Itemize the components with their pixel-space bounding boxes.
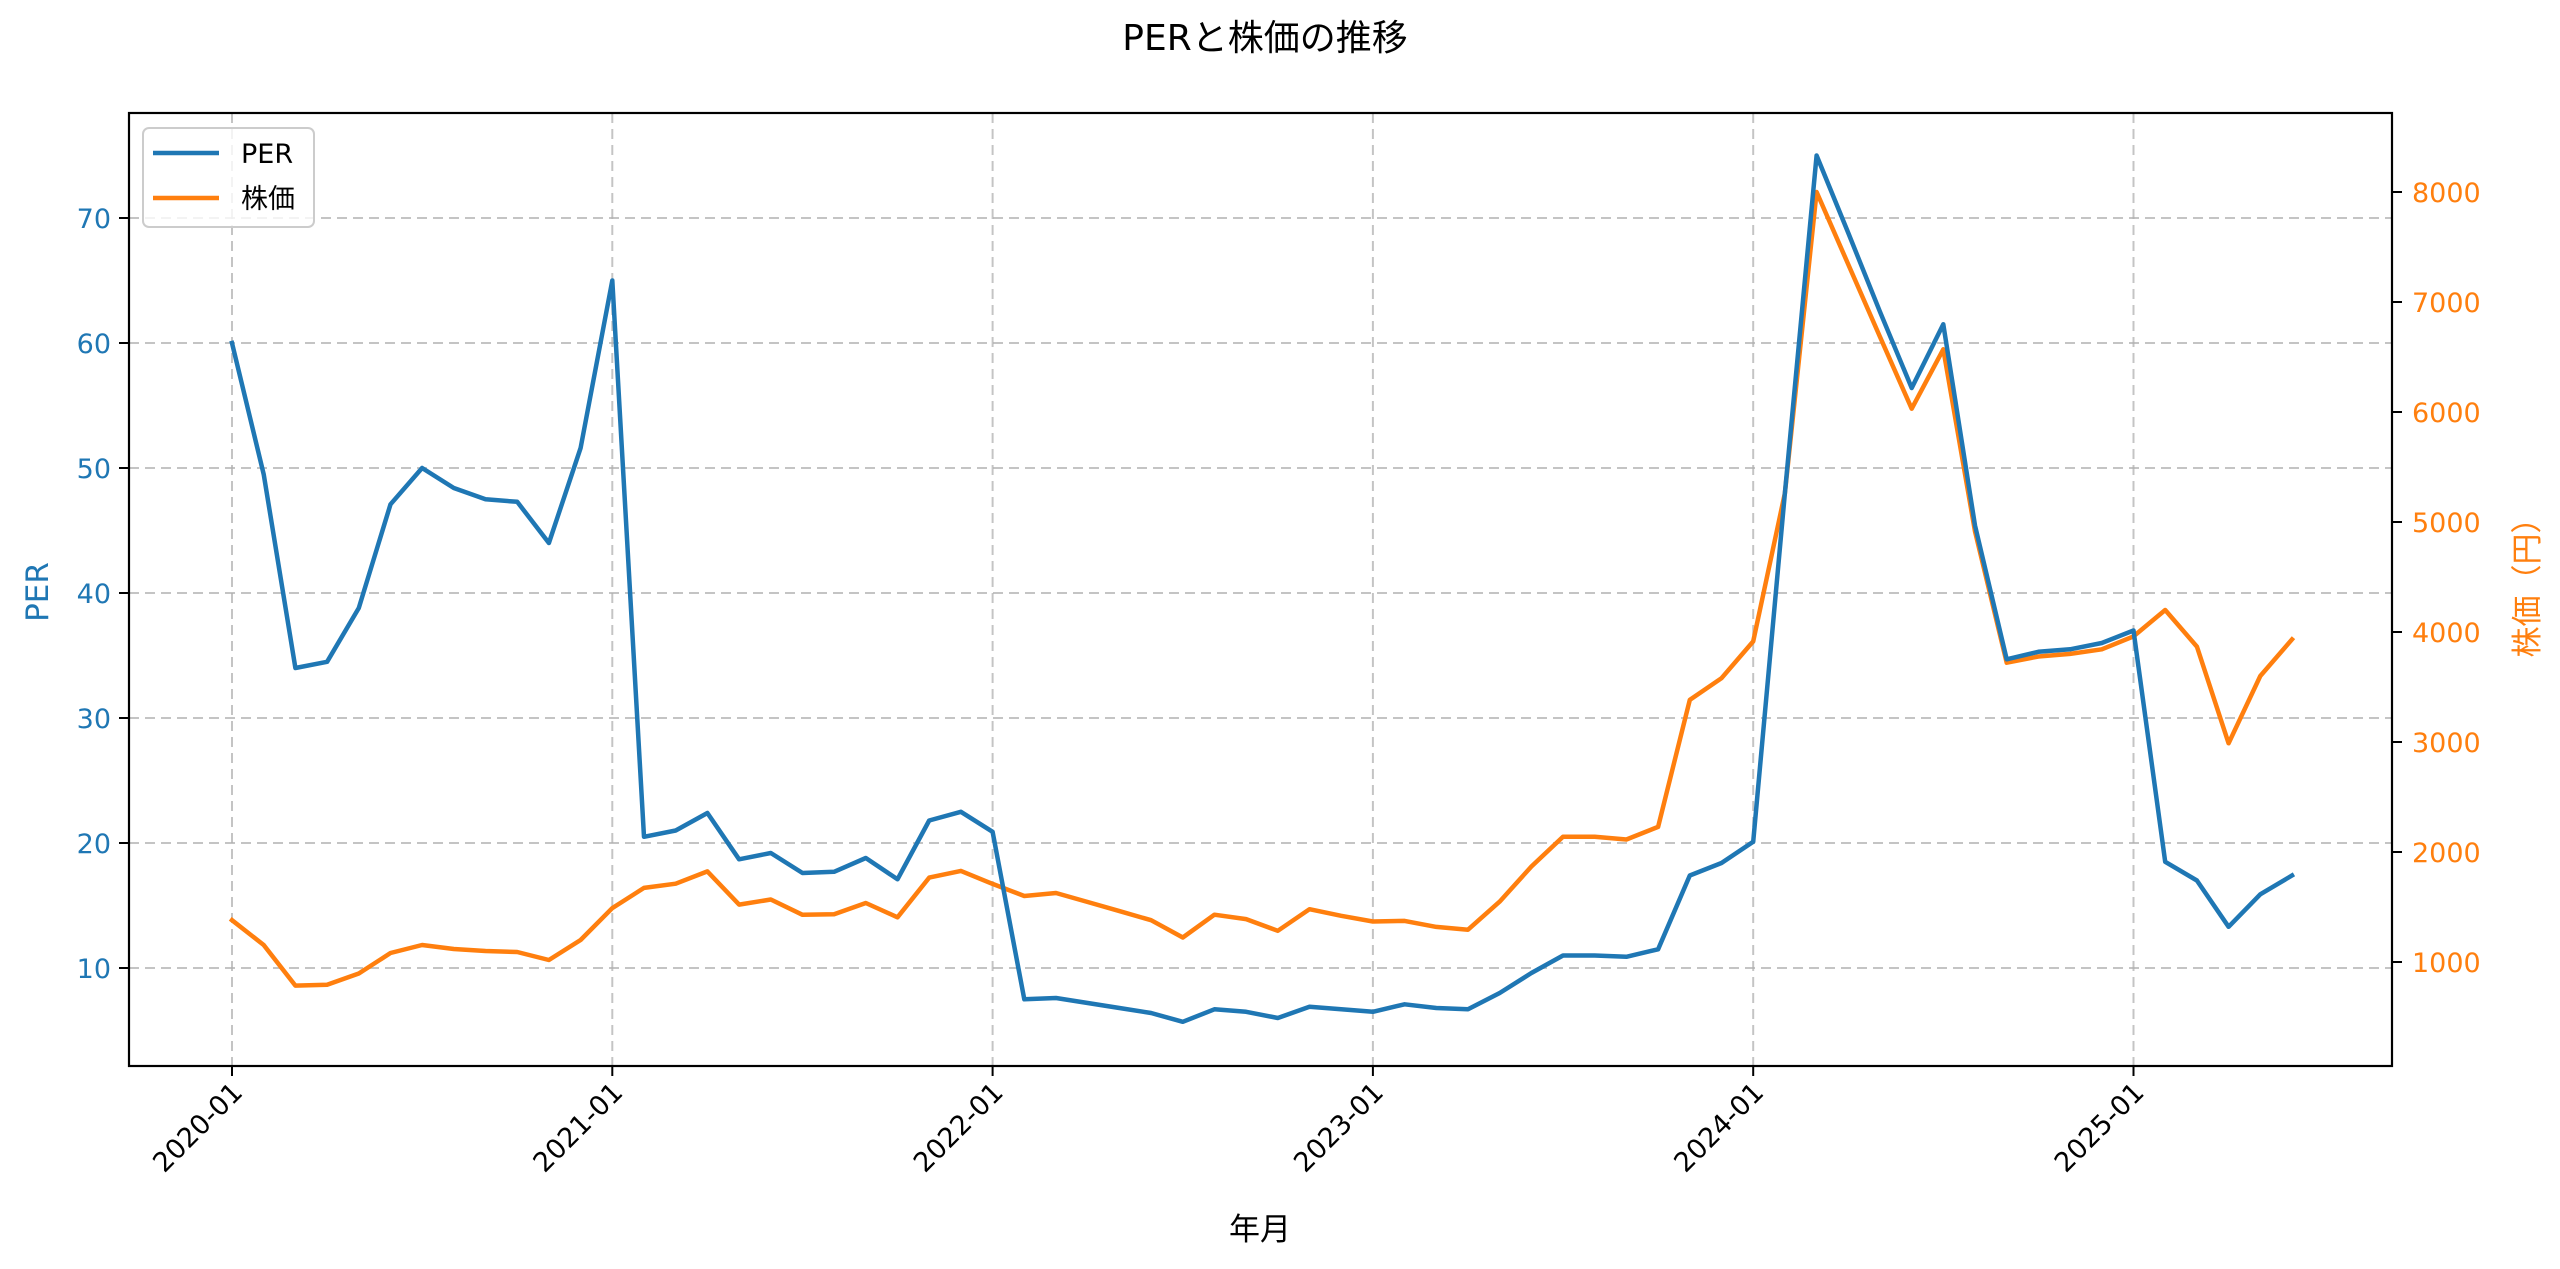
per-line [229, 153, 2296, 1025]
y-tick-label-right: 2000 [2412, 838, 2481, 869]
plot-area [228, 153, 2296, 1025]
y-axis-label-left: PER [20, 562, 56, 622]
y-tick-label-left: 30 [77, 704, 111, 735]
y-tick-label-left: 50 [77, 454, 111, 485]
x-axis-label: 年月 [1229, 1212, 1291, 1248]
y-tick-label-right: 3000 [2412, 728, 2481, 759]
x-tick-label: 2021-01 [528, 1077, 630, 1179]
x-tick-label: 2025-01 [2049, 1077, 2151, 1179]
x-axis: 2020-01 2021-01 2022-01 2023-01 2024-01 2025-… [147, 1066, 2150, 1179]
x-tick-label: 2024-01 [1668, 1077, 1770, 1179]
x-tick-label: 2020-01 [147, 1077, 249, 1179]
right-y-axis: 1000 2000 3000 4000 5000 6000 7000 8000 [2392, 178, 2481, 979]
legend-label-per: PER [241, 139, 293, 170]
y-tick-label-right: 1000 [2412, 948, 2481, 979]
y-tick-label-right: 8000 [2412, 178, 2481, 209]
x-tick-label: 2022-01 [908, 1077, 1010, 1179]
y-tick-label-left: 40 [77, 579, 111, 610]
y-tick-label-right: 4000 [2412, 618, 2481, 649]
x-tick-label: 2023-01 [1288, 1077, 1390, 1179]
y-tick-label-left: 60 [77, 329, 111, 360]
y-tick-label-right: 6000 [2412, 398, 2481, 429]
price-line [228, 189, 2296, 988]
legend-label-price: 株価 [241, 184, 295, 215]
y-tick-label-right: 7000 [2412, 288, 2481, 319]
y-tick-label-left: 70 [77, 204, 111, 235]
chart-title: PERと株価の推移 [1122, 18, 1407, 59]
y-tick-label-left: 10 [77, 954, 111, 985]
axes-frame [127, 111, 2394, 1068]
y-tick-label-left: 20 [77, 829, 111, 860]
left-y-axis: 10 20 30 40 50 60 70 [77, 204, 129, 985]
y-tick-label-right: 5000 [2412, 508, 2481, 539]
legend: PER 株価 [142, 127, 315, 228]
y-axis-label-right: 株価（円） [2510, 503, 2546, 658]
gridlines [129, 113, 2392, 1066]
